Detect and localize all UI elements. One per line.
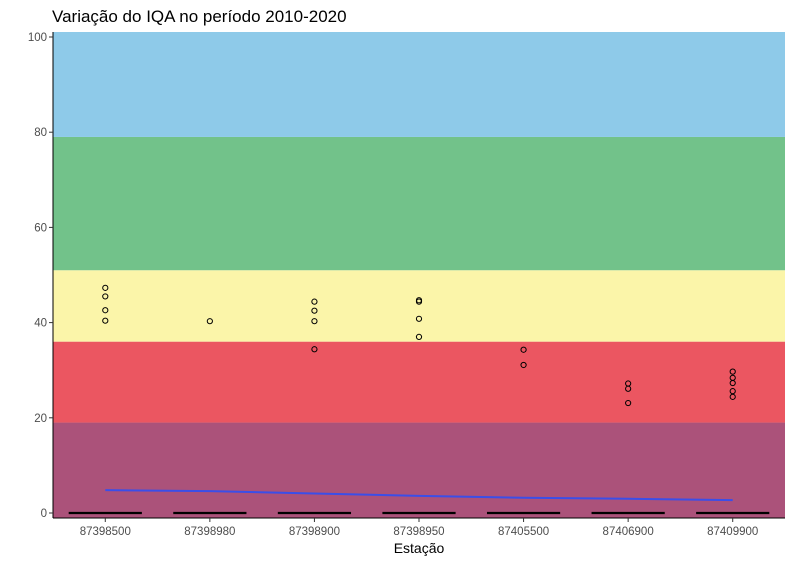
trend-line xyxy=(105,489,733,502)
x-tick-label-87398950: 87398950 xyxy=(393,526,444,538)
y-tick-label-0: 0 xyxy=(41,508,47,520)
outlier-point-87398950-1 xyxy=(415,298,423,305)
outlier-point-87405500-0 xyxy=(520,346,527,353)
outlier-points xyxy=(102,284,736,407)
outlier-point-87398980-0 xyxy=(206,318,213,325)
outlier-point-87409900-2 xyxy=(729,379,736,387)
x-axis: 87398500 87398980 87398900 87398950 87405500… xyxy=(53,517,785,538)
outlier-point-87398500-2 xyxy=(102,307,109,314)
trend-line-group xyxy=(105,489,733,502)
x-tick-label-87406900: 87406900 xyxy=(603,526,654,538)
background-band-1 xyxy=(53,341,785,423)
y-tick-label-40: 40 xyxy=(34,318,47,330)
outlier-point-87398900-3 xyxy=(311,346,318,353)
y-tick-label-60: 60 xyxy=(34,222,47,234)
outlier-point-87398500-1 xyxy=(102,293,109,300)
x-axis-title: Estação xyxy=(394,540,445,556)
outlier-point-87398950-2 xyxy=(415,315,423,322)
outlier-point-87398900-2 xyxy=(311,318,318,325)
background-band-4 xyxy=(53,32,785,137)
x-tick-label-87398900: 87398900 xyxy=(289,526,340,538)
outlier-point-87398900-0 xyxy=(311,298,318,305)
background-band-2 xyxy=(53,270,785,342)
outlier-point-87409900-0 xyxy=(729,368,736,375)
outlier-point-87405500-1 xyxy=(520,361,527,369)
x-tick-label-87398980: 87398980 xyxy=(184,526,235,538)
outlier-point-87406900-2 xyxy=(625,399,632,407)
x-tick-label-87405500: 87405500 xyxy=(498,526,549,538)
x-tick-label-87409900: 87409900 xyxy=(707,526,758,538)
y-tick-label-100: 100 xyxy=(28,32,47,44)
outlier-point-87398900-1 xyxy=(311,307,318,314)
outlier-point-87398500-0 xyxy=(102,284,109,291)
outlier-point-87409900-3 xyxy=(729,388,736,395)
outlier-point-87406900-1 xyxy=(625,385,632,392)
background-bands xyxy=(53,32,785,518)
outlier-point-87398950-3 xyxy=(415,333,423,340)
outlier-point-87409900-4 xyxy=(729,393,736,400)
x-tick-label-87398500: 87398500 xyxy=(80,526,131,538)
background-band-0 xyxy=(53,422,785,518)
background-band-3 xyxy=(53,136,785,271)
chart-title: Variação do IQA no período 2010-2020 xyxy=(52,7,347,26)
y-axis: 0 20 40 60 80 100 xyxy=(28,32,54,520)
outlier-point-87398500-3 xyxy=(102,317,109,324)
y-tick-label-80: 80 xyxy=(34,127,47,139)
y-tick-label-20: 20 xyxy=(34,413,47,425)
